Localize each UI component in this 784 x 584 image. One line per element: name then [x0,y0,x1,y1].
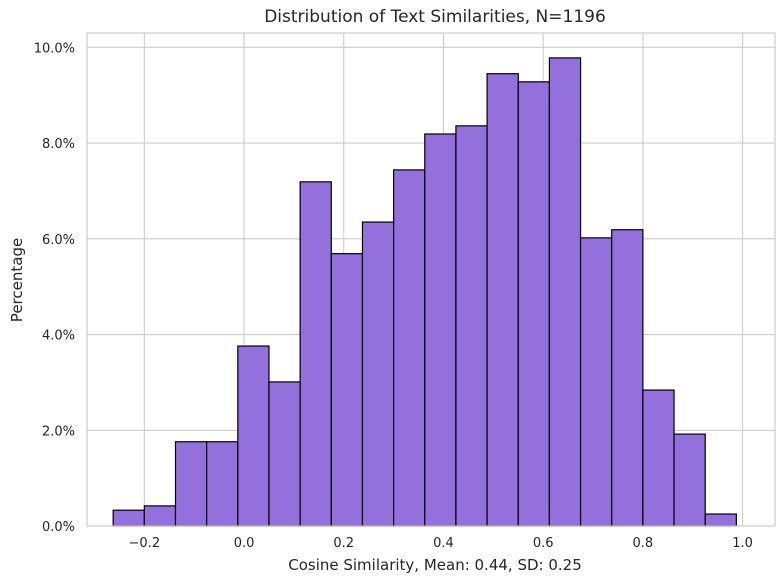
histogram-bars [112,57,737,527]
x-tick-labels: −0.2 0.0 0.2 0.4 0.6 0.8 1.0 [129,536,753,551]
histogram-bar [268,381,301,527]
x-tick-label: −0.2 [129,536,161,551]
histogram-bar [299,181,332,527]
histogram-bar [611,229,644,527]
histogram-bar [424,133,457,527]
histogram-bar [112,509,145,527]
y-tick-label: 6.0% [42,233,75,248]
histogram-bar [673,433,706,527]
y-tick-label: 4.0% [42,329,75,344]
chart-title: Distribution of Text Similarities, N=119… [264,7,606,27]
histogram-bar [704,513,737,527]
histogram-bar [579,237,613,527]
histogram-bar [486,73,519,527]
y-axis-label: Percentage [8,238,26,322]
histogram-bar [455,125,488,527]
x-tick-label: 0.2 [333,536,354,551]
histogram-bar [330,253,364,527]
histogram-bar [237,345,270,527]
histogram-bar [174,441,208,527]
x-tick-label: 0.0 [234,536,255,551]
x-tick-label: 1.0 [732,536,753,551]
y-tick-label: 2.0% [42,424,75,439]
histogram-bar [642,389,675,527]
histogram-bar [393,169,426,527]
histogram-bar [143,505,177,527]
x-tick-label: 0.4 [433,536,454,551]
plot-frame [86,32,776,527]
y-tick-label: 8.0% [42,137,75,152]
histogram-bar [206,441,239,527]
histogram-bar [361,221,395,527]
histogram-bar [517,81,551,527]
histogram-bar [548,57,582,527]
y-tick-label: 0.0% [42,520,75,535]
y-tick-label: 10.0% [34,41,75,56]
y-tick-labels: 0.0% 2.0% 4.0% 6.0% 8.0% 10.0% [34,41,75,535]
x-axis-label: Cosine Similarity, Mean: 0.44, SD: 0.25 [288,556,582,574]
x-tick-label: 0.8 [633,536,654,551]
x-tick-label: 0.6 [533,536,554,551]
